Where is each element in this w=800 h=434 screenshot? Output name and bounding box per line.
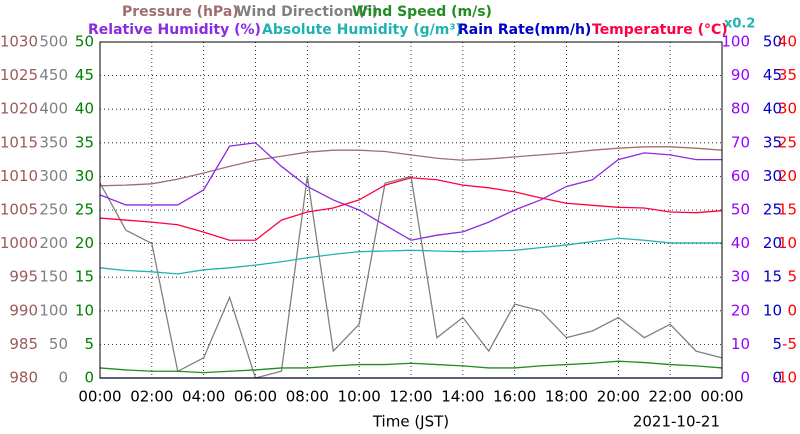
y-tick-label: 500: [39, 33, 68, 51]
y-tick-label: 10: [75, 301, 94, 319]
legend-label: Wind Direction (°): [236, 4, 378, 20]
legend-label: Wind Speed (m/s): [352, 4, 492, 20]
y-tick-label: 30: [778, 100, 797, 118]
y-tick-label: 450: [39, 66, 68, 84]
y-tick-label: 90: [731, 66, 750, 84]
y-tick-label: -5: [782, 335, 797, 353]
y-tick-label: 25: [763, 201, 782, 219]
x-tick-label: 20:00: [597, 388, 640, 406]
y-tick-label: 30: [731, 268, 750, 286]
y-tick-label: 985: [9, 335, 38, 353]
y-tick-label: 25: [778, 133, 797, 151]
x-tick-label: 16:00: [493, 388, 536, 406]
y-tick-label: 20: [763, 234, 782, 252]
y-tick-label: 50: [75, 33, 94, 51]
y-tick-label: 400: [39, 100, 68, 118]
y-tick-label: 250: [39, 201, 68, 219]
y-tick-label: 300: [39, 167, 68, 185]
y-tick-label: 10: [778, 234, 797, 252]
y-tick-label: 45: [763, 66, 782, 84]
y-tick-label: 0: [787, 301, 797, 319]
legend-label: Temperature (°C): [592, 22, 728, 38]
series-line: [99, 142, 722, 241]
y-tick-label: 15: [75, 268, 94, 286]
series-line: [99, 237, 722, 275]
y-tick-label: 5: [787, 268, 797, 286]
y-tick-label: 30: [75, 167, 94, 185]
y-tick-label: 0: [58, 369, 68, 387]
y-tick-label: 40: [731, 234, 750, 252]
x-tick-label: 22:00: [649, 388, 692, 406]
date-label: 2021-10-21: [633, 413, 720, 431]
x-axis-title: Time (JST): [372, 413, 449, 431]
y-tick-label: 10: [763, 301, 782, 319]
legend-label: Relative Humidity (%): [88, 22, 261, 38]
y-tick-label: 100: [721, 33, 750, 51]
y-tick-label: 15: [763, 268, 782, 286]
y-tick-label: 35: [75, 133, 94, 151]
y-tick-label: 1025: [0, 66, 38, 84]
x-tick-label: 08:00: [286, 388, 329, 406]
y-tick-label: 1010: [0, 167, 38, 185]
y-tick-label: 10: [731, 335, 750, 353]
series-line: [99, 146, 723, 187]
x-tick-label: 02:00: [130, 388, 173, 406]
y-tick-label: 1000: [0, 234, 38, 252]
x-tick-label: 18:00: [545, 388, 588, 406]
y-tick-label: 20: [778, 167, 797, 185]
y-tick-label: 5: [772, 335, 782, 353]
y-tick-label: 50: [731, 201, 750, 219]
y-tick-label: 100: [39, 301, 68, 319]
y-tick-label: 5: [84, 335, 94, 353]
y-tick-label: 1030: [0, 33, 38, 51]
y-tick-label: 40: [778, 33, 797, 51]
x-tick-label: 12:00: [389, 388, 432, 406]
y-tick-label: 0: [740, 369, 750, 387]
y-tick-label: 35: [763, 133, 782, 151]
y-tick-label: 40: [763, 100, 782, 118]
x-tick-label: 10:00: [338, 388, 381, 406]
x-tick-label: 00:00: [700, 388, 743, 406]
series-line: [99, 360, 723, 374]
y-tick-label: 15: [778, 201, 797, 219]
y-tick-label: 350: [39, 133, 68, 151]
y-tick-label: 1020: [0, 100, 38, 118]
y-tick-label: 200: [39, 234, 68, 252]
legend-label: Pressure (hPa): [122, 4, 239, 20]
y-tick-label: 50: [49, 335, 68, 353]
y-tick-label: 20: [731, 301, 750, 319]
y-tick-label: 0: [772, 369, 782, 387]
y-tick-label: -10: [773, 369, 798, 387]
series-line: [99, 177, 723, 241]
y-tick-label: 995: [9, 268, 38, 286]
y-tick-label: 1005: [0, 201, 38, 219]
legend-label: Absolute Humidity (g/m³): [262, 22, 462, 38]
y-tick-label: 1015: [0, 133, 38, 151]
y-tick-label: 45: [75, 66, 94, 84]
x-tick-label: 04:00: [182, 388, 225, 406]
y-tick-label: 25: [75, 201, 94, 219]
y-tick-label: 990: [9, 301, 38, 319]
scale-note: x0.2: [724, 17, 755, 32]
y-tick-label: 35: [778, 66, 797, 84]
x-tick-label: 00:00: [78, 388, 121, 406]
x-tick-label: 14:00: [441, 388, 484, 406]
y-tick-label: 50: [763, 33, 782, 51]
y-tick-label: 70: [731, 133, 750, 151]
y-tick-label: 60: [731, 167, 750, 185]
series-line: [99, 175, 723, 379]
y-tick-label: 20: [75, 234, 94, 252]
y-tick-label: 80: [731, 100, 750, 118]
y-tick-label: 0: [84, 369, 94, 387]
y-tick-label: 40: [75, 100, 94, 118]
y-tick-label: 30: [763, 167, 782, 185]
plot-frame: [99, 41, 723, 379]
x-tick-label: 06:00: [234, 388, 277, 406]
y-tick-label: 980: [9, 369, 38, 387]
y-tick-label: 150: [39, 268, 68, 286]
legend-label: Rain Rate(mm/h): [458, 22, 591, 38]
